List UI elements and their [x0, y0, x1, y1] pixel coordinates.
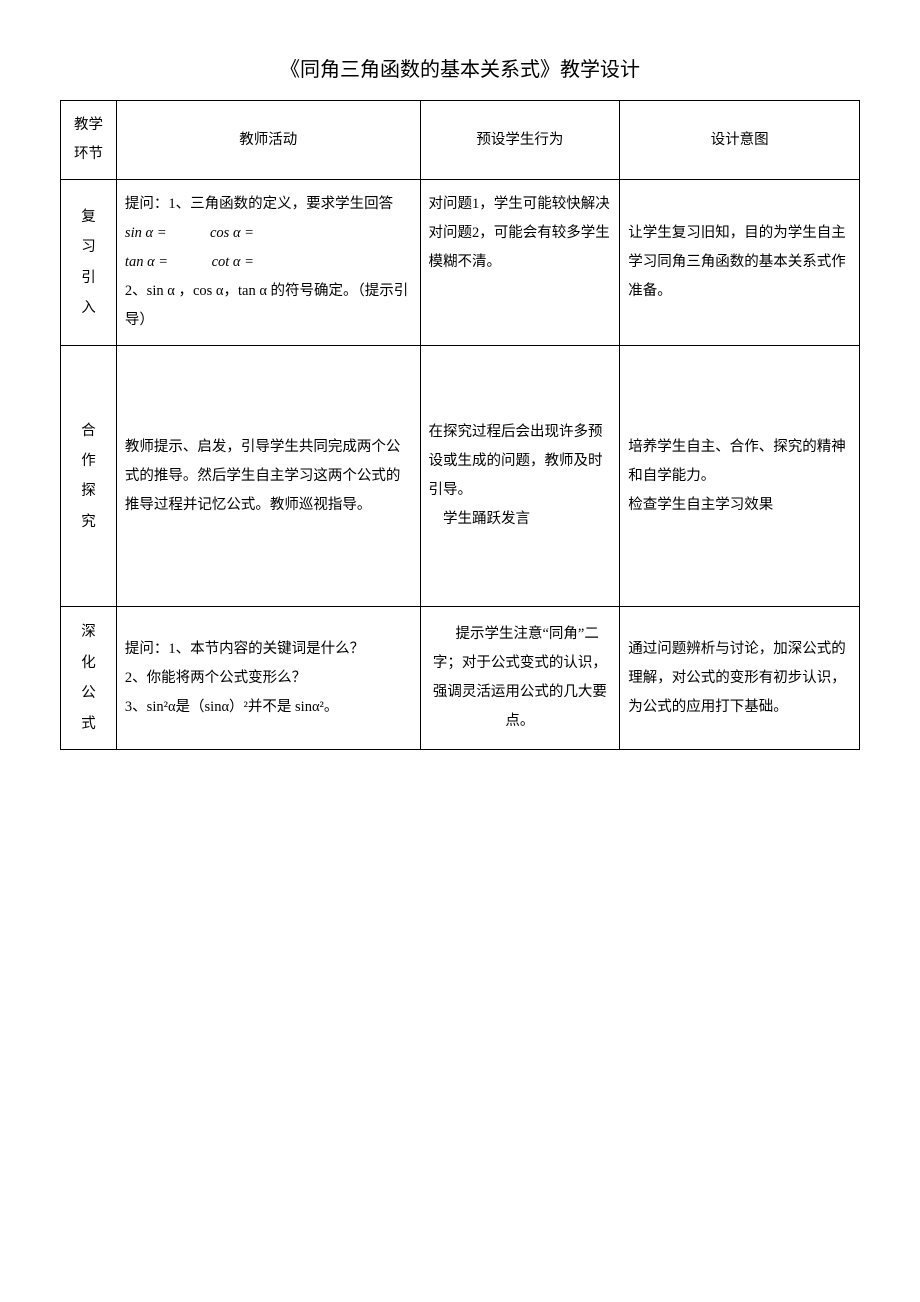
teacher-line: 提问：1、三角函数的定义，要求学生回答 — [125, 190, 412, 219]
lesson-plan-table: 教学 环节 教师活动 预设学生行为 设计意图 复 习 引 入 提问：1、三角函数… — [60, 100, 860, 750]
stage-char: 公 — [81, 678, 96, 708]
intent-cell-1: 让学生复习旧知，目的为学生自主学习同角三角函数的基本关系式作准备。 — [620, 180, 860, 346]
stage-cell-2: 合 作 探 究 — [61, 346, 117, 607]
col-header-intent: 设计意图 — [620, 101, 860, 180]
student-cell-3: 提示学生注意“同角”二字；对于公式变式的认识，强调灵活运用公式的几大要点。 — [420, 607, 620, 750]
teacher-cell-3: 提问：1、本节内容的关键词是什么？ 2、你能将两个公式变形么？ 3、sin²α是… — [116, 607, 420, 750]
student-cell-2: 在探究过程后会出现许多预设或生成的问题，教师及时引导。 学生踊跃发言 — [420, 346, 620, 607]
teacher-line: 3、sin²α是（sinα）²并不是 sinα²。 — [125, 693, 412, 722]
stage-cell-1: 复 习 引 入 — [61, 180, 117, 346]
stage-char: 合 — [81, 416, 96, 446]
teacher-cell-1: 提问：1、三角函数的定义，要求学生回答 sin α = cos α = tan … — [116, 180, 420, 346]
col-header-stage: 教学 环节 — [61, 101, 117, 180]
stage-char: 引 — [81, 263, 96, 293]
teacher-line: 2、你能将两个公式变形么？ — [125, 664, 412, 693]
stage-char: 式 — [81, 709, 96, 739]
col-header-student: 预设学生行为 — [420, 101, 620, 180]
col-header-stage-l1: 教学 — [74, 117, 103, 133]
teacher-line: 提问：1、本节内容的关键词是什么？ — [125, 635, 412, 664]
stage-char: 作 — [81, 446, 96, 476]
table-row: 复 习 引 入 提问：1、三角函数的定义，要求学生回答 sin α = cos … — [61, 180, 860, 346]
table-row: 合 作 探 究 教师提示、启发，引导学生共同完成两个公式的推导。然后学生自主学习… — [61, 346, 860, 607]
stage-char: 化 — [81, 648, 96, 678]
stage-char: 习 — [81, 232, 96, 262]
teacher-line: 2、sin α ，cos α，tan α 的符号确定。（提示引导） — [125, 277, 412, 335]
student-line: 在探究过程后会出现许多预设或生成的问题，教师及时引导。 — [429, 418, 612, 505]
col-header-teacher: 教师活动 — [116, 101, 420, 180]
col-header-stage-l2: 环节 — [74, 146, 103, 162]
stage-cell-3: 深 化 公 式 — [61, 607, 117, 750]
intent-line: 检查学生自主学习效果 — [628, 491, 851, 520]
page-title: 《同角三角函数的基本关系式》教学设计 — [60, 53, 860, 82]
intent-cell-2: 培养学生自主、合作、探究的精神和自学能力。 检查学生自主学习效果 — [620, 346, 860, 607]
table-row: 深 化 公 式 提问：1、本节内容的关键词是什么？ 2、你能将两个公式变形么？ … — [61, 607, 860, 750]
stage-char: 探 — [81, 476, 96, 506]
teacher-line-math: sin α = cos α = — [125, 219, 412, 248]
student-line: 学生踊跃发言 — [429, 505, 612, 534]
stage-char: 深 — [81, 617, 96, 647]
intent-line: 培养学生自主、合作、探究的精神和自学能力。 — [628, 433, 851, 491]
intent-cell-3: 通过问题辨析与讨论，加深公式的理解，对公式的变形有初步认识，为公式的应用打下基础… — [620, 607, 860, 750]
table-header-row: 教学 环节 教师活动 预设学生行为 设计意图 — [61, 101, 860, 180]
stage-char: 究 — [81, 507, 96, 537]
stage-char: 入 — [81, 293, 96, 323]
stage-char: 复 — [81, 202, 96, 232]
teacher-line-math: tan α = cot α = — [125, 248, 412, 277]
student-cell-1: 对问题1，学生可能较快解决 对问题2，可能会有较多学生模糊不清。 — [420, 180, 620, 346]
teacher-cell-2: 教师提示、启发，引导学生共同完成两个公式的推导。然后学生自主学习这两个公式的推导… — [116, 346, 420, 607]
